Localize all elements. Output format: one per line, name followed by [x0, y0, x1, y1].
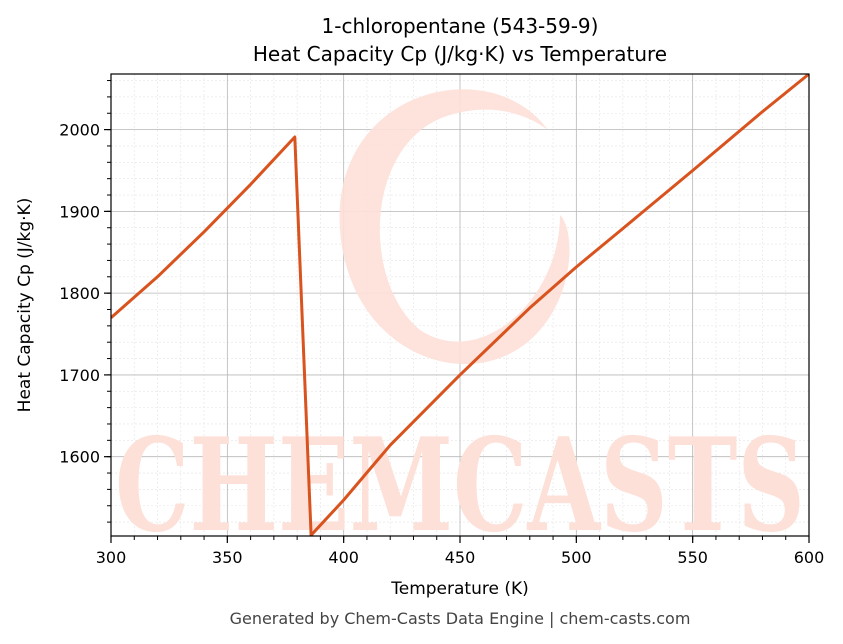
- y-tick-label: 1700: [59, 366, 100, 385]
- x-tick-label: 550: [677, 548, 708, 567]
- x-axis-label: Temperature (K): [390, 579, 529, 599]
- footer-credit: Generated by Chem-Casts Data Engine | ch…: [230, 609, 691, 628]
- y-tick-label: 2000: [59, 121, 100, 140]
- watermark-text: CHEMCASTS: [115, 411, 805, 561]
- watermark: CHEMCASTS: [115, 89, 805, 561]
- y-tick-label: 1800: [59, 284, 100, 303]
- watermark-logo-icon: [339, 89, 570, 365]
- x-tick-label: 300: [96, 548, 127, 567]
- x-tick-label: 600: [794, 548, 825, 567]
- y-tick-label: 1600: [59, 448, 100, 467]
- series-line: [111, 74, 809, 536]
- chart-subtitle: Heat Capacity Cp (J/kg·K) vs Temperature: [253, 42, 667, 66]
- x-tick-label: 450: [445, 548, 476, 567]
- x-tick-label: 350: [212, 548, 243, 567]
- x-axis: 300 350 400 450 500 550 600: [96, 536, 825, 567]
- y-axis-label: Heat Capacity Cp (J/kg·K): [15, 198, 35, 413]
- chart-title: 1-chloropentane (543-59-9): [322, 14, 599, 38]
- x-tick-label: 500: [561, 548, 592, 567]
- y-tick-label: 1900: [59, 202, 100, 221]
- y-axis: 1600 1700 1800 1900 2000: [59, 80, 111, 523]
- x-tick-label: 400: [328, 548, 359, 567]
